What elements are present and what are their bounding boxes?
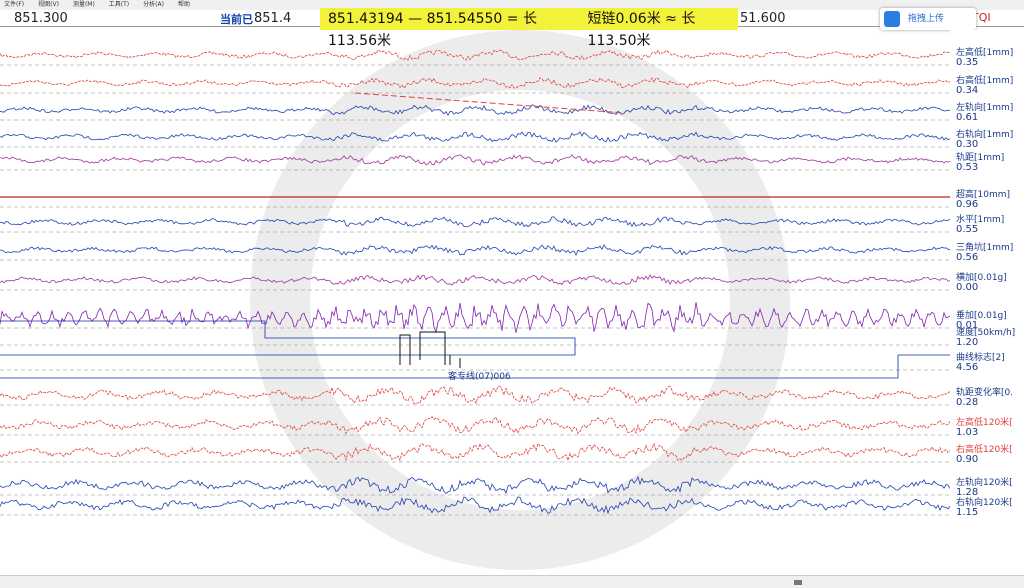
channel-label: 三角坑[1mm]	[956, 243, 1014, 253]
channel-value: 0.28	[956, 397, 979, 408]
channel-value: 0.30	[956, 139, 979, 150]
channel-label: 左轨向[1mm]	[956, 103, 1014, 113]
right-km: 51.600	[740, 11, 786, 26]
tab[interactable]: 当前已	[220, 13, 253, 26]
trace	[0, 216, 951, 228]
scrollbar[interactable]	[0, 575, 1024, 588]
trace	[0, 274, 951, 286]
channel-label: 垂加[0.01g]	[956, 311, 1007, 321]
trace	[0, 49, 951, 61]
trace	[0, 385, 951, 405]
channel-label: 右高低[1mm]	[956, 76, 1014, 86]
channel-label: 右轨向120米[	[956, 498, 1013, 508]
channel-label: 轨距变化率[0.	[956, 388, 1014, 398]
channel-value: 0.00	[956, 282, 979, 293]
trace	[0, 496, 951, 515]
trace-burst	[399, 331, 461, 368]
channel-value: 0.35	[956, 57, 979, 68]
channel-label: 右高低120米[	[956, 445, 1013, 455]
menu-item[interactable]: 文件(F)	[4, 1, 25, 8]
measure-chain: 短链0.06米 ≈ 长113.50米	[587, 11, 696, 49]
menu-bar: 文件(F) 视图(V) 测量(M) 工具(T) 分析(A) 帮助	[0, 0, 1024, 10]
upload-button[interactable]: 拖拽上传	[880, 8, 976, 30]
channel-value: 1.03	[956, 427, 979, 438]
menu-item[interactable]: 分析(A)	[143, 1, 164, 8]
channel-label: 超高[10mm]	[956, 190, 1011, 200]
channel-value: 1.28	[956, 487, 979, 498]
channel-panel: 左高低[1mm] 0.35 右高低[1mm] 0.34 左轨向[1mm] 0.61 右轨向[…	[950, 30, 1024, 575]
measure-line	[354, 92, 626, 114]
annotation: 客专线(07)006	[448, 370, 511, 382]
trace	[0, 302, 951, 334]
channel-label: 横加[0.01g]	[956, 273, 1007, 283]
channel-value: 1.20	[956, 337, 979, 348]
channel-value: 1.15	[956, 507, 979, 518]
trace	[0, 354, 950, 379]
channel-label: 速度[50km/h]	[956, 328, 1016, 338]
channel-value: 0.56	[956, 252, 979, 263]
menu-item[interactable]: 工具(T)	[108, 1, 130, 8]
channel-label: 轨距[1mm]	[956, 153, 1005, 163]
menu-item[interactable]: 测量(M)	[72, 1, 95, 8]
channel-value: 0.34	[956, 85, 979, 96]
channel-label: 右轨向[1mm]	[956, 130, 1014, 140]
channel-label: 曲线标志[2]	[956, 353, 1005, 363]
trace	[0, 154, 951, 166]
trace	[0, 131, 951, 143]
channel-label: 左轨向120米[	[956, 478, 1013, 488]
channel-value: 0.55	[956, 224, 979, 235]
trace	[0, 77, 951, 89]
trace	[0, 416, 951, 435]
menu-item[interactable]: 帮助	[177, 1, 190, 8]
upload-label: 拖拽上传	[908, 14, 945, 24]
channel-value: 0.61	[956, 112, 979, 123]
mid-km: 851.4	[254, 11, 292, 26]
menu-item[interactable]: 视图(V)	[38, 1, 59, 8]
channel-value: 0.53	[956, 162, 979, 173]
scroll-thumb[interactable]	[794, 580, 802, 585]
channel-label: 水平[1mm]	[956, 215, 1005, 225]
upload-icon	[884, 11, 900, 27]
channel-label: 左高低120米[	[956, 418, 1013, 428]
trace	[0, 475, 951, 495]
channel-value: 0.96	[956, 199, 979, 210]
channel-label: 左高低[1mm]	[956, 48, 1014, 58]
watermark	[250, 30, 790, 570]
channel-value: 0.01	[956, 320, 979, 331]
trace	[0, 104, 951, 117]
trace	[0, 442, 951, 462]
measure-banner: 851.43194 — 851.54550 = 长113.56米 短链0.06米…	[320, 8, 738, 49]
channel-value: 4.56	[956, 362, 979, 373]
left-km: 851.300	[14, 11, 68, 26]
channel-value: 0.90	[956, 454, 979, 465]
trace	[0, 244, 951, 256]
measure-span: 851.43194 — 851.54550 = 长113.56米	[328, 11, 537, 49]
